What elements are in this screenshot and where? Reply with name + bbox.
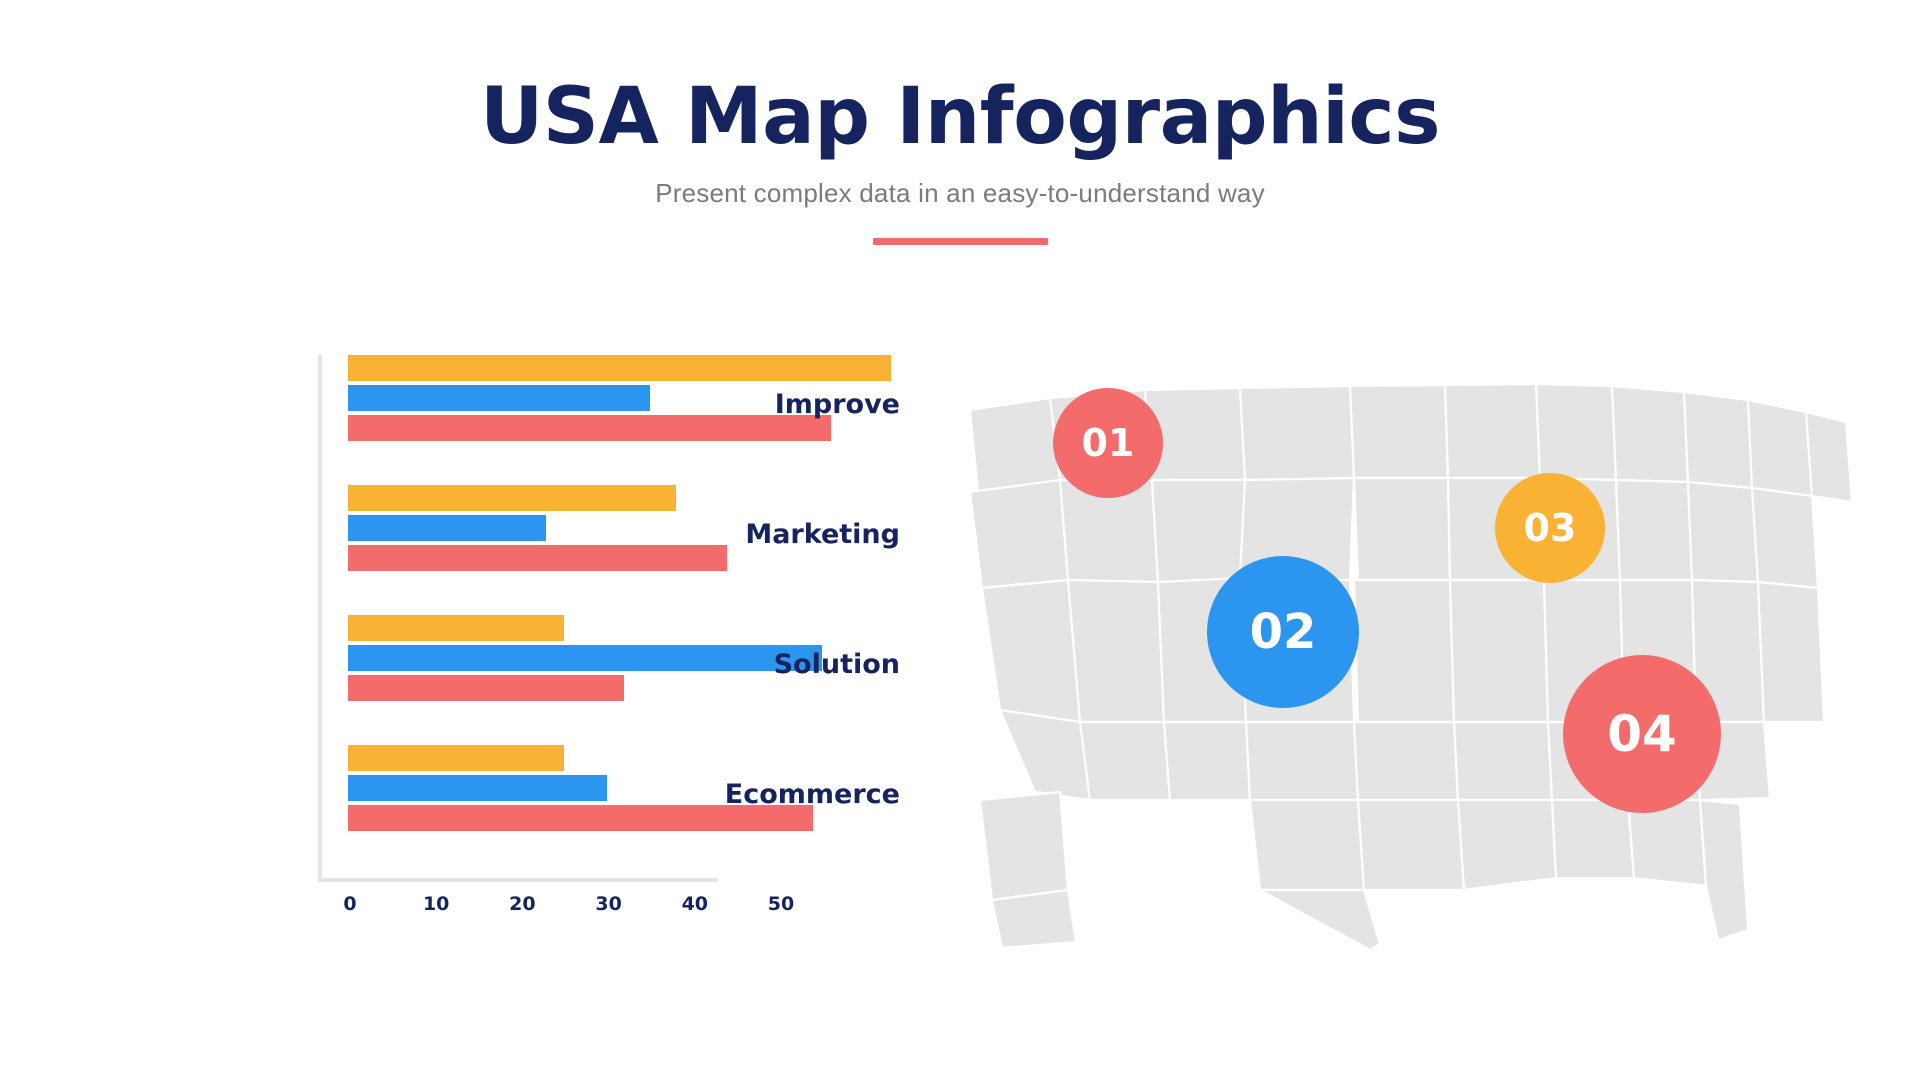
map-state-shape <box>1162 720 1252 802</box>
x-tick-30: 30 <box>595 893 622 915</box>
map-state-shape <box>1150 478 1247 584</box>
bar-ecommerce-series2 <box>348 775 607 801</box>
bar-marketing-series3 <box>348 545 728 571</box>
map-state-shape <box>990 888 1078 950</box>
bar-improve-series2 <box>348 385 650 411</box>
map-state-shape <box>980 578 1082 724</box>
map-state-shape <box>1534 382 1618 482</box>
page-title: USA Map Infographics <box>479 72 1441 162</box>
map-state-shape <box>1448 578 1550 724</box>
chart-x-axis <box>318 878 718 882</box>
chart-category-label-solution: Solution <box>773 649 900 680</box>
x-tick-0: 0 <box>343 893 357 915</box>
map-state-shape <box>1066 578 1166 724</box>
x-tick-40: 40 <box>681 893 709 915</box>
map-marker-04[interactable]: 04 <box>1563 655 1721 813</box>
chart-category-label-marketing: Marketing <box>745 519 900 550</box>
bar-solution-series3 <box>348 675 624 701</box>
bar-ecommerce-series3 <box>348 805 814 831</box>
map-state-shape <box>1348 383 1450 480</box>
chart-category-label-ecommerce: Ecommerce <box>724 779 900 810</box>
map-marker-03[interactable]: 03 <box>1495 473 1605 583</box>
bar-chart: Improve Marketing Solution Ecommerce 0 10 20 3… <box>60 345 900 945</box>
map-state-shape <box>1078 720 1172 802</box>
map-state-shape <box>1352 578 1456 724</box>
chart-y-axis <box>318 355 322 880</box>
map-state-shape <box>998 708 1092 802</box>
map-state-shape <box>1610 384 1690 484</box>
x-tick-50: 50 <box>767 893 795 915</box>
map-state-shape <box>1682 390 1754 490</box>
page-subtitle: Present complex data in an easy-to-under… <box>655 178 1265 208</box>
map-state-shape <box>1550 798 1636 880</box>
title-divider <box>872 238 1048 245</box>
bar-solution-series1 <box>348 615 564 641</box>
map-state-shape <box>1356 798 1466 892</box>
map-state-shape <box>1452 720 1554 802</box>
map-state-shape <box>978 790 1070 902</box>
bar-marketing-series2 <box>348 515 547 541</box>
map-state-shape <box>1244 720 1360 802</box>
map-state-shape <box>1456 798 1558 892</box>
map-state-shape <box>1746 398 1814 498</box>
x-tick-10: 10 <box>422 893 450 915</box>
map-state-shape <box>968 478 1070 590</box>
map-state-shape <box>968 396 1062 494</box>
map-state-shape <box>1756 580 1826 724</box>
page-header: USA Map Infographics Present complex dat… <box>0 0 1920 245</box>
map-state-shape <box>1614 478 1694 582</box>
bar-ecommerce-series1 <box>348 745 564 771</box>
bar-marketing-series1 <box>348 485 676 511</box>
map-state-shape <box>1804 410 1854 504</box>
map-state-shape <box>1259 888 1382 950</box>
chart-category-label-improve: Improve <box>774 389 900 420</box>
bar-improve-series1 <box>348 355 892 381</box>
map-state-shape <box>1238 384 1356 482</box>
map-marker-01[interactable]: 01 <box>1053 388 1163 498</box>
map-state-shape <box>1686 480 1760 584</box>
map-state-shape <box>1352 476 1452 582</box>
map-state-shape <box>1248 798 1366 892</box>
usa-map-panel: 01 02 03 04 <box>940 330 1900 950</box>
x-tick-20: 20 <box>509 893 536 915</box>
bar-improve-series3 <box>348 415 831 441</box>
map-state-shape <box>1352 720 1460 802</box>
map-marker-02[interactable]: 02 <box>1207 556 1359 708</box>
usa-map-graphic <box>968 382 1854 950</box>
bar-solution-series2 <box>348 645 823 671</box>
map-state-shape <box>1698 798 1750 942</box>
map-state-shape <box>1750 486 1820 590</box>
map-state-shape <box>1443 382 1542 480</box>
